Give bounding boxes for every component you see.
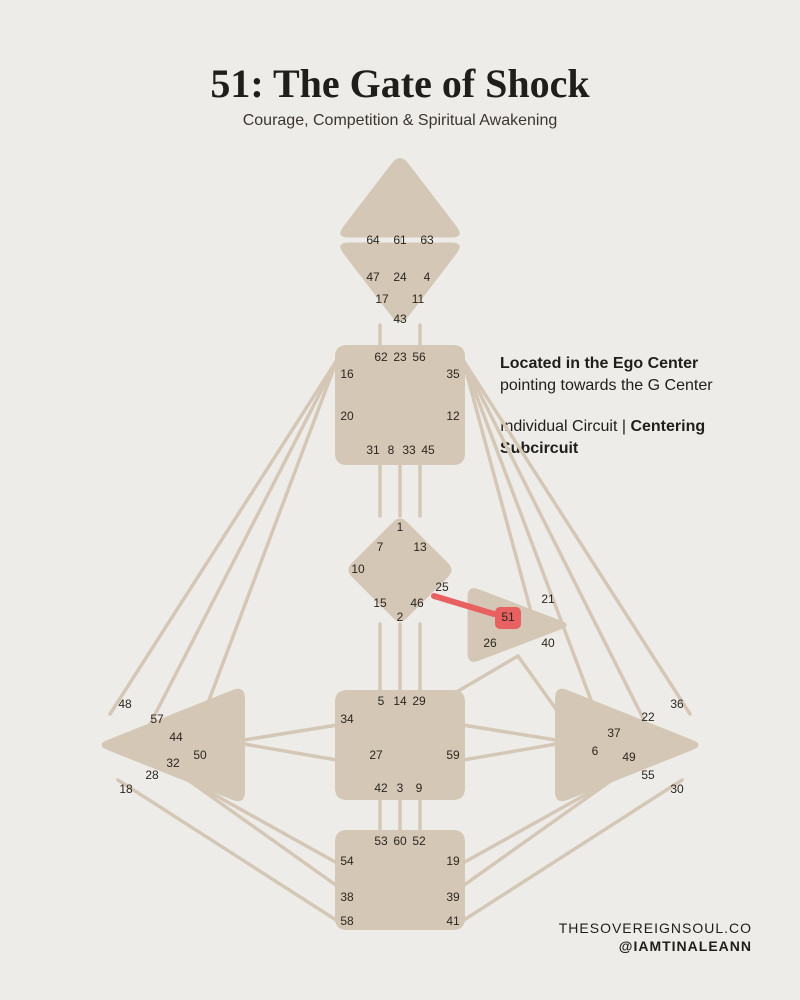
gate-6: 6 (592, 744, 599, 758)
gate-58: 58 (340, 914, 354, 928)
gate-37: 37 (607, 726, 621, 740)
gate-5: 5 (378, 694, 385, 708)
gate-62: 62 (374, 350, 388, 364)
gate-16: 16 (340, 367, 354, 381)
gate-61: 61 (393, 233, 407, 247)
gate-50: 50 (193, 748, 207, 762)
gate-53: 53 (374, 834, 388, 848)
gate-26: 26 (483, 636, 497, 650)
gate-20: 20 (340, 409, 354, 423)
gate-2: 2 (397, 610, 404, 624)
gate-40: 40 (541, 636, 555, 650)
gate-10: 10 (351, 562, 365, 576)
gate-46: 46 (410, 596, 424, 610)
gate-24: 24 (393, 270, 407, 284)
gate-25: 25 (435, 580, 449, 594)
gate-4: 4 (424, 270, 431, 284)
gate-43: 43 (393, 312, 407, 326)
gate-28: 28 (145, 768, 159, 782)
gate-51: 51 (501, 610, 515, 624)
gate-41: 41 (446, 914, 460, 928)
gate-44: 44 (169, 730, 183, 744)
gate-15: 15 (373, 596, 387, 610)
gate-1: 1 (397, 520, 404, 534)
gate-12: 12 (446, 409, 460, 423)
gate-48: 48 (118, 697, 132, 711)
gate-63: 63 (420, 233, 434, 247)
gate-56: 56 (412, 350, 426, 364)
gate-23: 23 (393, 350, 407, 364)
gate-3: 3 (397, 781, 404, 795)
gate-27: 27 (369, 748, 383, 762)
gate-34: 34 (340, 712, 354, 726)
gate-57: 57 (150, 712, 164, 726)
gate-17: 17 (375, 292, 389, 306)
gate-52: 52 (412, 834, 426, 848)
bodygraph-diagram: 6461634724417114362235616352012318334517… (0, 0, 800, 1000)
gate-60: 60 (393, 834, 407, 848)
gate-55: 55 (641, 768, 655, 782)
gate-22: 22 (641, 710, 655, 724)
gate-31: 31 (366, 443, 380, 457)
gate-35: 35 (446, 367, 460, 381)
gate-33: 33 (402, 443, 416, 457)
gate-19: 19 (446, 854, 460, 868)
gate-64: 64 (366, 233, 380, 247)
gate-30: 30 (670, 782, 684, 796)
gate-13: 13 (413, 540, 427, 554)
gate-9: 9 (416, 781, 423, 795)
gate-39: 39 (446, 890, 460, 904)
gate-36: 36 (670, 697, 684, 711)
gate-45: 45 (421, 443, 435, 457)
gate-21: 21 (541, 592, 555, 606)
gate-8: 8 (388, 443, 395, 457)
gate-42: 42 (374, 781, 388, 795)
gate-29: 29 (412, 694, 426, 708)
gate-38: 38 (340, 890, 354, 904)
gate-14: 14 (393, 694, 407, 708)
gate-32: 32 (166, 756, 180, 770)
gate-54: 54 (340, 854, 354, 868)
gate-11: 11 (412, 292, 425, 306)
gate-49: 49 (622, 750, 636, 764)
gate-7: 7 (377, 540, 384, 554)
gate-59: 59 (446, 748, 460, 762)
gate-47: 47 (366, 270, 380, 284)
gate-18: 18 (119, 782, 133, 796)
center-head (340, 158, 459, 237)
